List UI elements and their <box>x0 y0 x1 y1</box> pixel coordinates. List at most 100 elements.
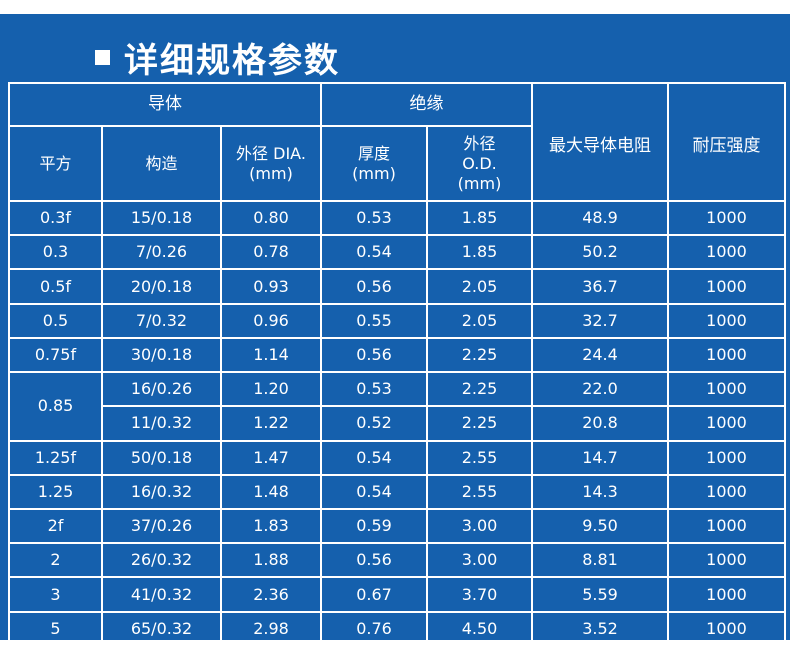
cell-construction: 7/0.32 <box>101 302 222 339</box>
cell-construction: 11/0.32 <box>101 405 222 442</box>
cell-thickness: 0.56 <box>320 268 428 305</box>
cell-insulation-od: 3.70 <box>426 576 533 613</box>
table-row: 1.25 16/0.32 1.48 0.54 2.55 14.3 1000 <box>8 473 786 510</box>
cell-max-resistance: 5.59 <box>531 576 669 613</box>
cell-conductor-od: 2.98 <box>220 610 322 648</box>
cell-area: 3 <box>8 576 103 613</box>
cell-construction: 50/0.18 <box>101 439 222 476</box>
cell-withstand-voltage: 1000 <box>667 302 786 339</box>
cell-max-resistance: 9.50 <box>531 507 669 545</box>
table-row: 0.3f 15/0.18 0.80 0.53 1.85 48.9 1000 <box>8 199 786 237</box>
cell-insulation-od: 4.50 <box>426 610 533 648</box>
header-area: 平方 <box>8 125 103 202</box>
cell-insulation-od: 2.25 <box>426 336 533 374</box>
header-insulation: 绝缘 <box>320 82 533 127</box>
cell-thickness: 0.59 <box>320 507 428 545</box>
cell-withstand-voltage: 1000 <box>667 405 786 442</box>
cell-construction: 16/0.26 <box>101 371 222 408</box>
cell-max-resistance: 14.7 <box>531 439 669 476</box>
cell-construction: 30/0.18 <box>101 336 222 374</box>
header-construction: 构造 <box>101 125 222 202</box>
table-row: 0.5f 20/0.18 0.93 0.56 2.05 36.7 1000 <box>8 268 786 305</box>
cell-withstand-voltage: 1000 <box>667 473 786 510</box>
header-max-resistance: 最大导体电阻 <box>531 82 669 202</box>
cell-max-resistance: 24.4 <box>531 336 669 374</box>
cell-conductor-od: 0.78 <box>220 234 322 271</box>
cell-construction: 26/0.32 <box>101 542 222 579</box>
cell-max-resistance: 3.52 <box>531 610 669 648</box>
header-thickness: 厚度 (mm) <box>320 125 428 202</box>
cell-withstand-voltage: 1000 <box>667 542 786 579</box>
table-row: 0.5 7/0.32 0.96 0.55 2.05 32.7 1000 <box>8 302 786 339</box>
cell-thickness: 0.76 <box>320 610 428 648</box>
cell-max-resistance: 50.2 <box>531 234 669 271</box>
cell-conductor-od: 1.48 <box>220 473 322 510</box>
header-conductor: 导体 <box>8 82 322 127</box>
cell-area: 1.25 <box>8 473 103 510</box>
cell-insulation-od: 2.05 <box>426 302 533 339</box>
cell-conductor-od: 1.47 <box>220 439 322 476</box>
cell-insulation-od: 2.05 <box>426 268 533 305</box>
cell-construction: 37/0.26 <box>101 507 222 545</box>
cell-thickness: 0.55 <box>320 302 428 339</box>
cell-withstand-voltage: 1000 <box>667 610 786 648</box>
header-row-groups: 导体 绝缘 最大导体电阻 耐压强度 <box>8 82 786 202</box>
cell-thickness: 0.52 <box>320 405 428 442</box>
cell-area: 0.5f <box>8 268 103 305</box>
cell-area: 1.25f <box>8 439 103 476</box>
cell-max-resistance: 14.3 <box>531 473 669 510</box>
cell-insulation-od: 1.85 <box>426 199 533 237</box>
header-withstand-voltage: 耐压强度 <box>667 82 786 202</box>
cell-construction: 16/0.32 <box>101 473 222 510</box>
table-row: 2f 37/0.26 1.83 0.59 3.00 9.50 1000 <box>8 507 786 545</box>
table-row: 0.85 16/0.26 1.20 0.53 2.25 22.0 1000 <box>8 371 786 442</box>
cell-conductor-od: 0.93 <box>220 268 322 305</box>
cell-thickness: 0.53 <box>320 371 428 408</box>
cell-conductor-od: 1.22 <box>220 405 322 442</box>
spec-table: 导体 绝缘 最大导体电阻 耐压强度 平方 构造 外径 DIA. (mm) 厚度 … <box>8 82 786 648</box>
spec-table-body: 0.3f 15/0.18 0.80 0.53 1.85 48.9 1000 0.3 7/0.26… <box>8 199 786 648</box>
cell-conductor-od: 1.14 <box>220 336 322 374</box>
cell-area: 0.3f <box>8 199 103 237</box>
table-row: 0.75f 30/0.18 1.14 0.56 2.25 24.4 1000 <box>8 336 786 374</box>
cell-insulation-od: 3.00 <box>426 507 533 545</box>
cell-thickness: 0.54 <box>320 234 428 271</box>
header-conductor-od: 外径 DIA. (mm) <box>220 125 322 202</box>
cell-withstand-voltage: 1000 <box>667 268 786 305</box>
cell-area: 0.85 <box>8 371 103 442</box>
cell-construction: 41/0.32 <box>101 576 222 613</box>
cell-insulation-od: 2.55 <box>426 439 533 476</box>
cell-construction: 20/0.18 <box>101 268 222 305</box>
cell-max-resistance: 22.0 <box>531 371 669 408</box>
table-row: 1.25f 50/0.18 1.47 0.54 2.55 14.7 1000 <box>8 439 786 476</box>
cell-withstand-voltage: 1000 <box>667 336 786 374</box>
title-bar: 详细规格参数 <box>95 33 340 81</box>
cell-area: 0.75f <box>8 336 103 374</box>
cell-conductor-od: 1.83 <box>220 507 322 545</box>
cell-conductor-od: 2.36 <box>220 576 322 613</box>
cell-max-resistance: 32.7 <box>531 302 669 339</box>
cell-area: 0.5 <box>8 302 103 339</box>
cell-conductor-od: 1.88 <box>220 542 322 579</box>
cell-max-resistance: 48.9 <box>531 199 669 237</box>
cell-withstand-voltage: 1000 <box>667 439 786 476</box>
table-row: 5 65/0.32 2.98 0.76 4.50 3.52 1000 <box>8 610 786 648</box>
cell-thickness: 0.53 <box>320 199 428 237</box>
table-row: 2 26/0.32 1.88 0.56 3.00 8.81 1000 <box>8 542 786 579</box>
cell-area: 2f <box>8 507 103 545</box>
cell-thickness: 0.54 <box>320 473 428 510</box>
header-row-columns: 平方 构造 外径 DIA. (mm) 厚度 (mm) 外径 O.D. (mm) <box>8 125 785 202</box>
cell-withstand-voltage: 1000 <box>667 199 786 237</box>
square-bullet-icon <box>95 49 110 65</box>
cell-construction: 15/0.18 <box>101 199 222 237</box>
cell-insulation-od: 2.25 <box>426 405 533 442</box>
cell-conductor-od: 1.20 <box>220 371 322 408</box>
table-row: 11/0.32 1.22 0.52 2.25 20.8 1000 <box>9 405 786 442</box>
cell-conductor-od: 0.96 <box>220 302 322 339</box>
spec-panel: 详细规格参数 导体 绝缘 最大导体电阻 耐压强度 平方 构造 外径 DIA. (… <box>0 14 790 648</box>
cell-withstand-voltage: 1000 <box>667 234 786 271</box>
cell-max-resistance: 8.81 <box>531 542 669 579</box>
table-row: 3 41/0.32 2.36 0.67 3.70 5.59 1000 <box>8 576 786 613</box>
cell-insulation-od: 2.25 <box>426 371 533 408</box>
cell-insulation-od: 1.85 <box>426 234 533 271</box>
